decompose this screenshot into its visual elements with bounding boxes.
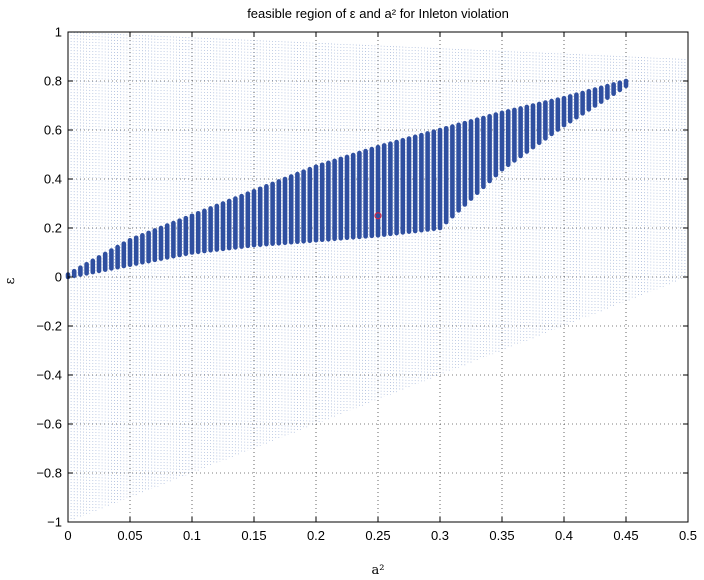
x-tick-label: 0.3	[431, 528, 449, 543]
x-tick-label: 0.4	[555, 528, 573, 543]
x-tick-label: 0.1	[183, 528, 201, 543]
x-tick-label: 0.45	[613, 528, 638, 543]
x-tick-label: 0.5	[679, 528, 697, 543]
x-tick-label: 0.25	[365, 528, 390, 543]
x-tick-labels: 0 0.05 0.1 0.15 0.2 0.25 0.3 0.35 0.4 0.45 0.5	[64, 528, 697, 543]
marker-group	[374, 212, 382, 220]
feasible-region	[65, 78, 629, 280]
y-tick-label: 0.8	[44, 74, 62, 89]
x-tick-label: 0.35	[489, 528, 514, 543]
x-tick-label: 0.15	[241, 528, 266, 543]
y-tick-label: −0.4	[36, 368, 62, 383]
y-tick-label: 0.2	[44, 221, 62, 236]
x-tick-label: 0.2	[307, 528, 325, 543]
y-tick-label: −0.8	[36, 466, 62, 481]
y-tick-label: −1	[47, 515, 62, 530]
y-tick-label: −0.6	[36, 417, 62, 432]
y-tick-label: 0.6	[44, 123, 62, 138]
ticks	[67, 31, 689, 523]
y-tick-labels: −1 −0.8 −0.6 −0.4 −0.2 0 0.2 0.4 0.6 0.8 1	[36, 25, 62, 530]
x-axis-label: a²	[372, 563, 385, 578]
y-tick-label: −0.2	[36, 319, 62, 334]
y-tick-label: 0.4	[44, 172, 62, 187]
y-tick-label: 1	[55, 25, 62, 40]
marker-point	[374, 212, 382, 220]
y-axis-label: ε	[3, 277, 18, 284]
x-tick-label: 0.05	[117, 528, 142, 543]
chart-title: feasible region of ε and a² for Inleton …	[247, 6, 509, 21]
y-tick-label: 0	[55, 270, 62, 285]
x-tick-label: 0	[64, 528, 71, 543]
